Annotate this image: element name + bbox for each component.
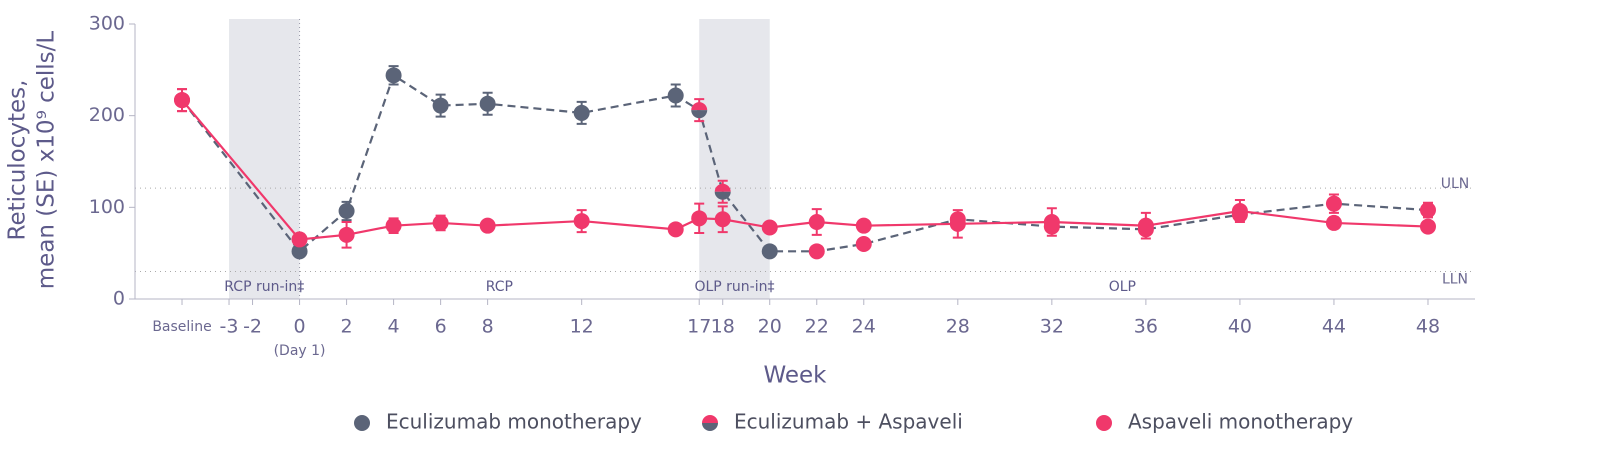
marker-half <box>691 110 708 119</box>
marker-half <box>714 183 731 192</box>
marker <box>479 217 496 234</box>
marker-half <box>702 423 718 431</box>
x-tick-label: 20 <box>758 316 782 338</box>
marker-half <box>691 102 708 111</box>
marker <box>174 92 191 109</box>
marker <box>1325 195 1342 212</box>
x-tick-label: 48 <box>1416 316 1440 338</box>
marker <box>761 219 778 236</box>
period-label: RCP <box>486 279 513 295</box>
x-tick-label: 40 <box>1228 316 1252 338</box>
half-marker <box>714 183 731 200</box>
marker <box>808 243 825 260</box>
period-label: OLP <box>1109 279 1136 295</box>
x-tick-label: 6 <box>435 316 447 338</box>
marker <box>691 210 708 227</box>
ref-label: LLN <box>1442 272 1468 288</box>
marker <box>432 97 449 114</box>
marker <box>808 214 825 230</box>
x-tick-label: 18 <box>711 316 735 338</box>
marker <box>949 215 966 232</box>
marker <box>761 243 778 260</box>
marker <box>573 104 590 121</box>
x-tick-label: 17 <box>687 316 711 338</box>
y-axis-label: mean (SE) x10⁹ cells/L <box>34 31 60 290</box>
marker <box>1137 217 1154 234</box>
x-tick-label: 44 <box>1322 316 1346 338</box>
marker <box>855 217 872 234</box>
marker <box>573 213 590 230</box>
legend-label: Aspaveli monotherapy <box>1128 410 1353 434</box>
y-tick-label: 0 <box>113 288 125 310</box>
marker <box>338 226 355 243</box>
period-shade <box>699 19 770 299</box>
x-tick-label: 4 <box>388 316 400 338</box>
marker <box>354 415 370 431</box>
marker <box>1231 203 1248 219</box>
legend-label: Eculizumab monotherapy <box>386 410 642 434</box>
marker <box>1419 218 1436 235</box>
x-tick-label: 36 <box>1134 316 1158 338</box>
x-tick-label: 24 <box>852 316 876 338</box>
marker <box>291 243 308 260</box>
marker <box>1419 202 1436 219</box>
x-tick-label: 28 <box>946 316 970 338</box>
marker <box>432 214 449 231</box>
marker <box>479 95 496 112</box>
x-tick-label: -2 <box>243 316 262 338</box>
y-tick-label: 300 <box>89 13 125 35</box>
x-axis-label: Week <box>763 363 827 389</box>
marker <box>338 203 355 219</box>
marker <box>714 211 731 228</box>
y-tick-label: 200 <box>89 104 125 126</box>
x-tick-label: 32 <box>1040 316 1064 338</box>
ref-label: ULN <box>1441 176 1470 192</box>
x-tick-label: 2 <box>341 316 353 338</box>
marker-half <box>714 191 731 200</box>
series-line <box>181 73 1429 253</box>
marker <box>855 236 872 252</box>
x-tick-label: 8 <box>482 316 494 338</box>
period-shade <box>229 19 300 299</box>
x-tick-label: 12 <box>570 316 594 338</box>
period-label: OLP run-in‡ <box>694 279 774 295</box>
x-tick-label: 0 <box>294 316 306 338</box>
marker <box>1325 214 1342 231</box>
marker <box>1043 214 1060 230</box>
y-axis-label: Reticulocytes, <box>5 80 31 241</box>
marker <box>291 231 308 248</box>
marker <box>385 67 402 84</box>
x-tick-label: -3 <box>220 316 239 338</box>
marker <box>1096 415 1112 431</box>
x-tick-sublabel: (Day 1) <box>274 343 326 359</box>
half-marker <box>702 415 718 431</box>
marker-half <box>702 415 718 423</box>
y-tick-label: 100 <box>89 196 125 218</box>
half-marker <box>691 102 708 119</box>
period-label: RCP run-in‡ <box>224 279 304 295</box>
marker <box>667 87 684 104</box>
marker <box>667 221 684 238</box>
x-tick-label: Baseline <box>152 319 211 335</box>
x-tick-label: 22 <box>805 316 829 338</box>
legend-label: Eculizumab + Aspaveli <box>734 410 963 434</box>
marker <box>385 217 402 234</box>
